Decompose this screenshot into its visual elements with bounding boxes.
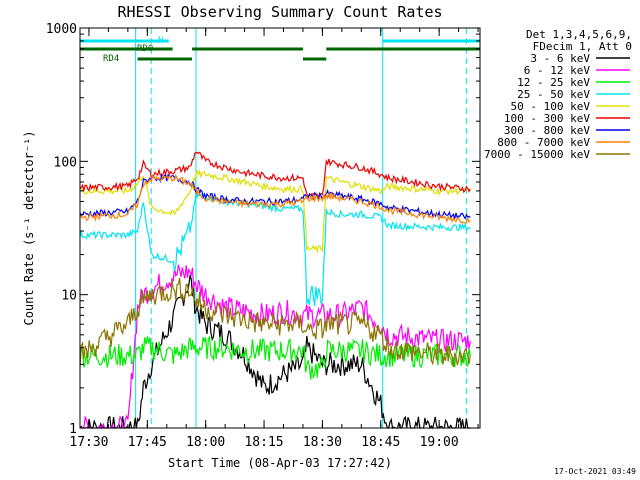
series-line [79, 192, 471, 307]
series-line [79, 274, 471, 430]
legend-label: 300 - 800 keV [504, 124, 590, 137]
series-line [79, 173, 471, 224]
legend-header: FDecim 1, Att 0 [533, 40, 632, 53]
plot-frame [79, 27, 481, 429]
x-tick-label: 18:15 [244, 435, 283, 450]
axes: 1 10 100 1000 17:30 17:45 18:00 18:15 18:30 18:45… [46, 22, 481, 450]
x-axis-label: Start Time (08-Apr-03 17:27:42) [168, 456, 392, 470]
legend-header: Det 1,3,4,5,6,9, [526, 28, 632, 41]
series-line [79, 151, 471, 199]
series-line [79, 168, 471, 254]
y-axis-label: Count Rate (s⁻¹ detector⁻¹) [22, 130, 36, 325]
series-line [79, 172, 471, 220]
series-line [79, 277, 471, 368]
series-line [79, 336, 471, 380]
legend-label: 50 - 100 keV [511, 100, 591, 113]
plot-area [79, 28, 471, 430]
legend-label: 25 - 50 keV [517, 88, 590, 101]
x-tick-label: 17:45 [128, 435, 167, 450]
flag-bars: N RD0 RD4 [80, 36, 480, 64]
legend-label: 7000 - 15000 keV [484, 148, 590, 161]
y-tick-label: 10 [61, 289, 77, 304]
flag-label: RD4 [103, 54, 119, 64]
legend-label: 3 - 6 keV [530, 52, 590, 65]
x-tick-label: 18:45 [361, 435, 400, 450]
legend-label: 12 - 25 keV [517, 76, 590, 89]
y-tick-label: 100 [54, 155, 77, 170]
legend-label: 6 - 12 keV [524, 64, 591, 77]
x-tick-label: 18:00 [186, 435, 225, 450]
timestamp: 17-Oct-2021 03:49 [554, 467, 636, 476]
x-tick-label: 18:30 [303, 435, 342, 450]
x-tick-label: 17:30 [69, 435, 108, 450]
chart-title: RHESSI Observing Summary Count Rates [117, 3, 442, 21]
x-tick-label: 19:00 [420, 435, 459, 450]
flag-label: N [158, 36, 163, 46]
legend-label: 800 - 7000 keV [497, 136, 590, 149]
legend-label: 100 - 300 keV [504, 112, 590, 125]
y-tick-label: 1000 [46, 22, 77, 37]
y-tick-label: 1 [69, 422, 77, 437]
flag-label: RD0 [137, 44, 153, 54]
legend: Det 1,3,4,5,6,9,FDecim 1, Att 03 - 6 keV… [484, 28, 632, 161]
